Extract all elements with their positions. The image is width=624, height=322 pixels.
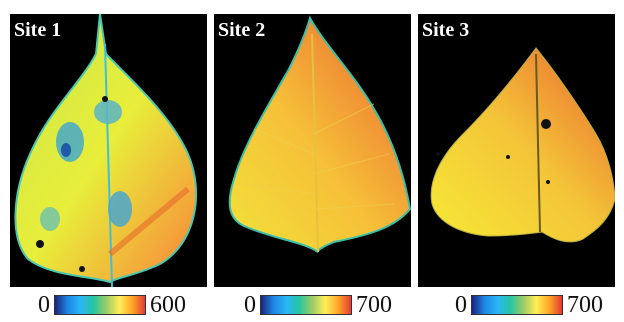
color-scale-site-2: 0 700 [244,291,392,319]
color-scale-site-1: 0 600 [38,291,186,319]
site-label: Site 1 [14,19,62,41]
colormap-bar [54,295,146,315]
leaf-panel-site-1: Site 1 [10,14,207,287]
scale-max-label: 700 [356,291,392,318]
leaf-panel-site-2: Site 2 [214,14,411,287]
scale-min-label: 0 [38,291,50,318]
leaf-image-site-3 [430,47,615,243]
scale-min-label: 0 [244,291,256,318]
site-label: Site 3 [422,19,470,41]
scale-min-label: 0 [455,291,467,318]
scale-max-label: 700 [567,291,603,318]
colormap-bar [471,295,563,315]
site-label: Site 2 [218,19,266,41]
colormap-bar [260,295,352,315]
leaf-panel-site-3: Site 3 [418,14,615,287]
scale-max-label: 600 [150,291,186,318]
color-scale-site-3: 0 700 [455,291,603,319]
leaf-image-site-2 [228,15,411,253]
leaf-image-site-1 [14,14,198,287]
